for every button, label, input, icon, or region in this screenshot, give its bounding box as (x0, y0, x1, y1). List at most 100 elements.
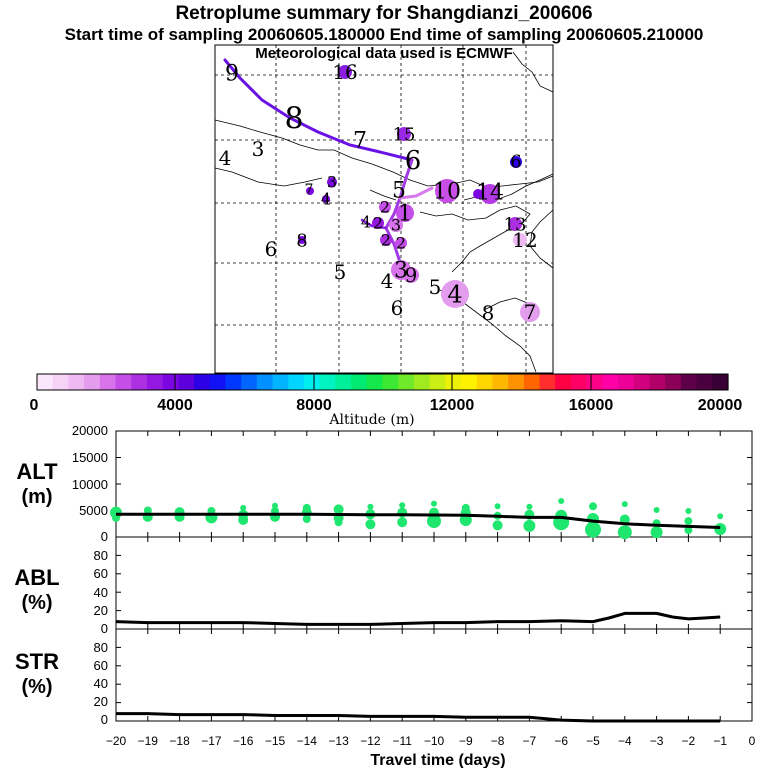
str-label: STR (15, 649, 59, 674)
cluster-label: 3 (394, 259, 408, 284)
cluster-label: 16 (332, 60, 357, 84)
x-tick-label: −8 (491, 734, 505, 748)
colorbar-cell (256, 374, 274, 390)
colorbar-cell (68, 374, 85, 390)
alt-cluster-dot (494, 503, 501, 510)
cluster-label: 7 (353, 129, 367, 154)
colorbar-cell (52, 374, 69, 390)
alt-ytick: 5000 (79, 503, 108, 518)
str-panel-frame (115, 628, 753, 722)
colorbar-cell (570, 374, 588, 390)
cluster-label: 3 (327, 173, 337, 192)
cluster-label: 2 (381, 231, 391, 250)
colorbar-label: Altitude (m) (328, 412, 414, 428)
x-tick-label: −2 (682, 734, 696, 748)
cluster-label: 3 (391, 216, 401, 235)
x-tick-label: −6 (554, 734, 568, 748)
time-series-panels: ALT (m) ABL (%) STR (%) 0 5000 10000 150… (14, 423, 755, 768)
cluster-label: 4 (447, 280, 462, 308)
cluster-label: 6 (405, 146, 422, 176)
alt-cluster-dot (621, 501, 628, 508)
alt-cluster-dot (585, 521, 601, 538)
cluster-label: 3 (252, 137, 265, 161)
str-line (116, 712, 721, 723)
cluster-circles (298, 65, 540, 322)
x-tick-label: −15 (265, 734, 286, 748)
chart-title: Retroplume summary for Shangdianzi_20060… (175, 3, 593, 24)
cluster-label: 5 (429, 275, 442, 299)
colorbar-cell (680, 374, 698, 390)
altitude-colorbar: 0 4000 8000 12000 16000 20000 Altitude (… (30, 373, 742, 428)
alt-ytick: 15000 (72, 450, 108, 465)
colorbar-cell (335, 374, 352, 390)
str-unit: (%) (21, 676, 52, 698)
x-tick-label: −3 (650, 734, 664, 748)
colorbar-cell (429, 374, 446, 390)
cluster-label: 9 (225, 62, 239, 87)
cluster-label: 4 (361, 213, 371, 232)
alt-cluster-dot (367, 503, 374, 510)
colorbar-cells (37, 374, 729, 390)
cluster-label: 5 (392, 179, 406, 204)
alt-cluster-dot (589, 502, 597, 511)
alt-cluster-dot (685, 508, 692, 514)
colorbar-cell (633, 374, 651, 390)
x-tick-label: −7 (523, 734, 537, 748)
colorbar-cell (398, 374, 415, 390)
colorbar-cell (37, 374, 54, 390)
colorbar-cell (241, 374, 258, 390)
alt-cluster-dot (619, 514, 630, 525)
alt-cluster-dot (365, 519, 376, 530)
colorbar-cell (539, 374, 556, 390)
cluster-label: 13 (504, 214, 527, 235)
colorbar-cell (602, 374, 619, 390)
str-ytick: 0 (101, 712, 108, 727)
abl-ytick: 80 (94, 548, 108, 563)
colorbar-cell (618, 374, 635, 390)
colorbar-cell (146, 374, 164, 390)
cluster-label: 9 (405, 263, 418, 287)
colorbar-cell (382, 374, 399, 390)
alt-cluster-dot (714, 523, 727, 535)
cluster-label: 2 (396, 234, 406, 253)
alt-ytick: 20000 (72, 423, 108, 438)
cluster-label: 10 (433, 180, 461, 205)
cluster-label: 2 (373, 214, 383, 233)
alt-cluster-dot (334, 518, 343, 527)
cluster-label: 15 (393, 124, 416, 145)
colorbar-cell (272, 374, 289, 390)
colorbar-dividers (174, 374, 592, 390)
cluster-label: 8 (482, 301, 495, 325)
alt-cluster-dot (112, 513, 120, 522)
cluster-label: 1 (398, 202, 412, 227)
axis-ticks (115, 430, 753, 722)
colorbar-cell (555, 374, 572, 390)
cluster-label: 6 (391, 296, 404, 320)
colorbar-tick: 4000 (157, 397, 193, 414)
alt-cluster-dot (684, 526, 693, 535)
x-tick-label: 0 (749, 734, 756, 748)
alt-cluster-dot (238, 515, 249, 525)
colorbar-cell (115, 374, 132, 390)
colorbar-cell (99, 374, 117, 390)
alt-cluster-dot (427, 514, 441, 529)
alt-cluster-dot (523, 519, 536, 532)
alt-cluster-dot (653, 507, 660, 513)
alt-mean-line (116, 512, 721, 529)
colorbar-cell (131, 374, 148, 390)
cluster-label: 4 (321, 190, 331, 209)
alt-cluster-dot (272, 502, 278, 509)
abl-panel-frame (115, 536, 753, 630)
x-tick-labels: −20 −19 −18 −17 −16 −15 −14 −13 −12 −11 −10 −9 −8 −7−… (106, 734, 756, 748)
colorbar-tick: 16000 (569, 397, 614, 414)
colorbar-cell (492, 374, 509, 390)
cluster-label: 8 (284, 102, 303, 137)
x-tick-label: −20 (106, 734, 127, 748)
x-tick-label: −13 (328, 734, 349, 748)
x-tick-label: −4 (618, 734, 632, 748)
x-tick-label: −1 (713, 734, 727, 748)
colorbar-cell (413, 374, 431, 390)
colorbar-cell (84, 374, 101, 390)
